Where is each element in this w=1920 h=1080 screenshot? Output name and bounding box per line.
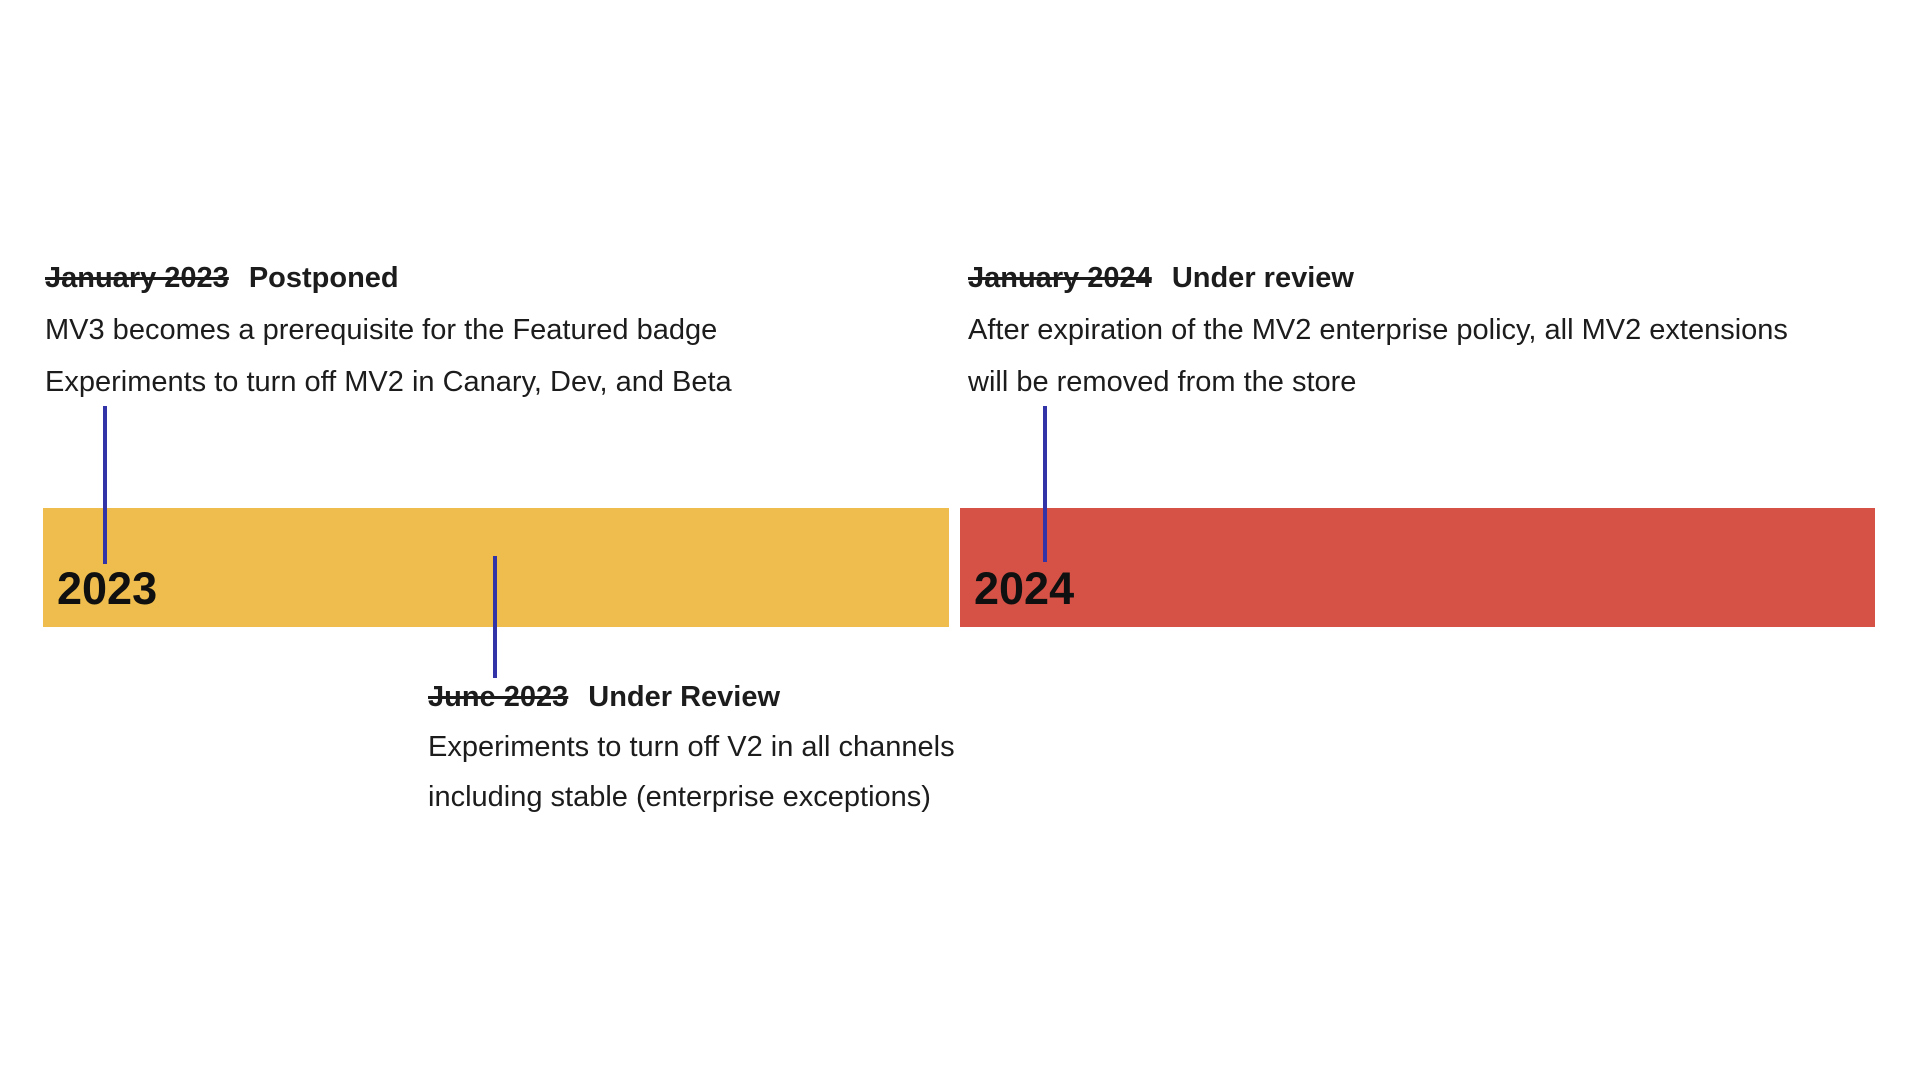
milestone-description-line: Experiments to turn off MV2 in Canary, D…	[45, 366, 732, 398]
milestone-january-2023: January 2023 Postponed MV3 becomes a prer…	[45, 252, 732, 408]
milestone-description-line: will be removed from the store	[968, 366, 1357, 398]
milestone-june-2023: June 2023 Under Review Experiments to tur…	[428, 672, 955, 822]
milestone-title: June 2023 Under Review	[428, 672, 955, 722]
milestone-status: Postponed	[248, 262, 399, 294]
milestone-title: January 2023 Postponed	[45, 252, 732, 304]
milestone-description-line: MV3 becomes a prerequisite for the Featu…	[45, 314, 718, 346]
timeline-bar-2024: 2024	[960, 508, 1875, 627]
milestone-date-strikethrough: June 2023	[428, 681, 569, 713]
milestone-status: Under review	[1171, 262, 1354, 294]
bar-year-label-2024: 2024	[974, 563, 1075, 614]
milestone-description-line: Experiments to turn off V2 in all channe…	[428, 731, 955, 763]
bar-year-label-2023: 2023	[57, 563, 158, 614]
milestone-date-strikethrough: January 2024	[968, 262, 1152, 294]
milestone-description-line: including stable (enterprise exceptions)	[428, 781, 931, 813]
connector-line-june-2023	[493, 556, 497, 678]
milestone-date-strikethrough: January 2023	[45, 262, 229, 294]
milestone-status: Under Review	[588, 681, 781, 713]
connector-line-january-2024	[1043, 406, 1047, 562]
milestone-january-2024: January 2024 Under review After expiratio…	[968, 252, 1788, 408]
connector-line-january-2023	[103, 406, 107, 564]
milestone-description-line: After expiration of the MV2 enterprise p…	[968, 314, 1788, 346]
milestone-title: January 2024 Under review	[968, 252, 1788, 304]
